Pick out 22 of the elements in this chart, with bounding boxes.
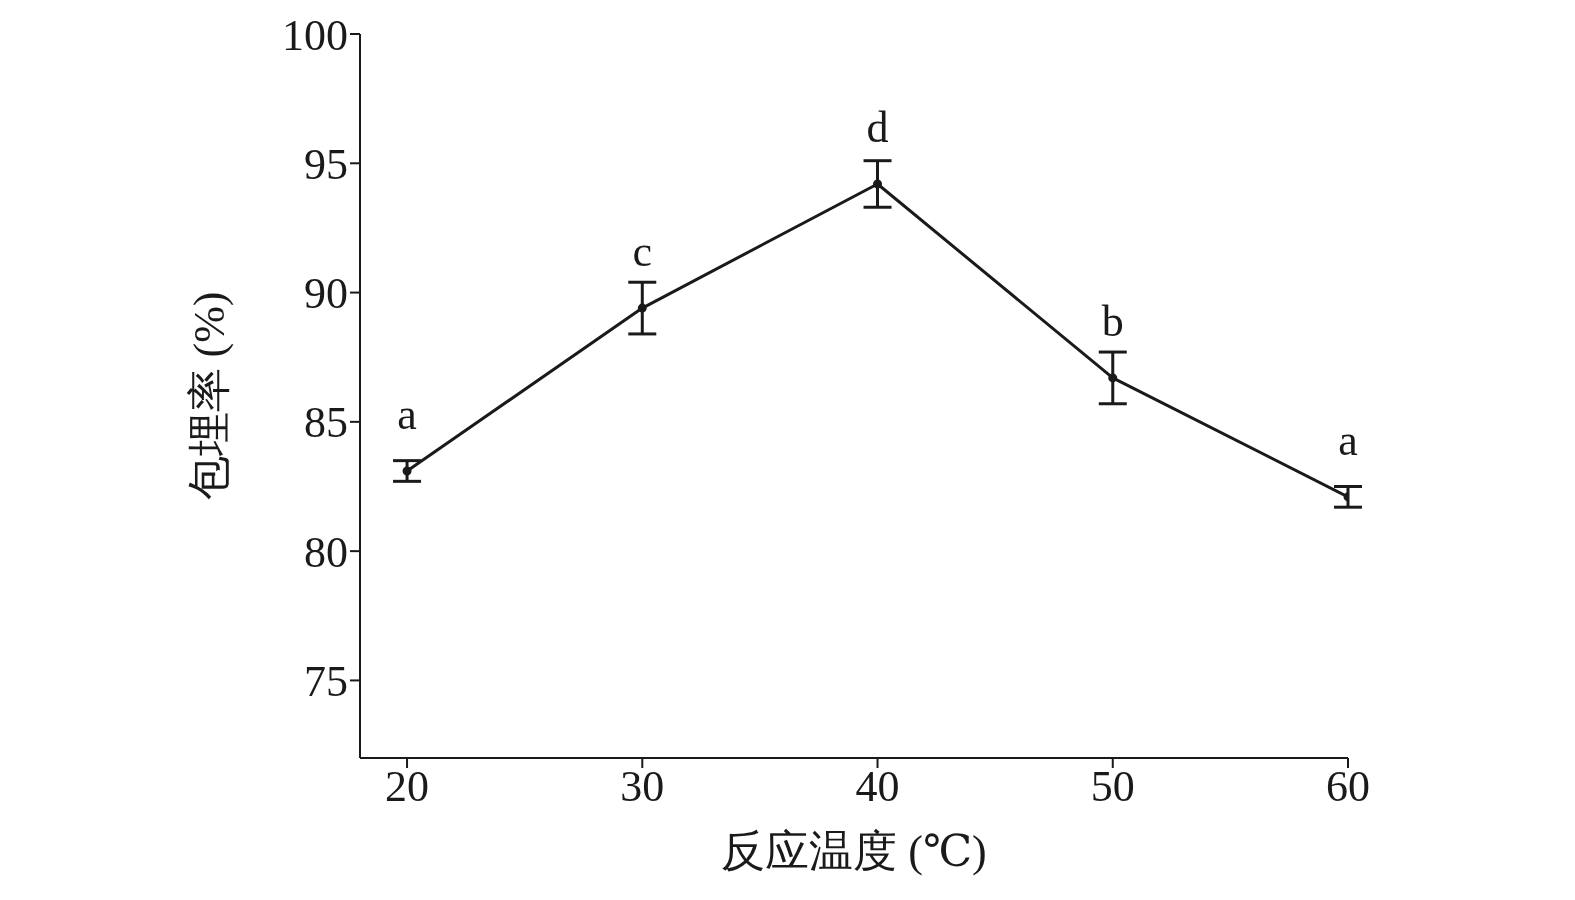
point (402, 466, 412, 476)
y-tick-label: 95 (304, 139, 348, 189)
annotation: b (1101, 296, 1124, 346)
y-tick-label: 90 (304, 269, 348, 319)
annotation: d (866, 102, 889, 152)
y-tick-label: 80 (304, 527, 348, 577)
point (1108, 373, 1118, 383)
x-tick-label: 20 (385, 762, 430, 812)
y-tick-label: 85 (304, 398, 348, 448)
y-axis-title: 包埋率 (%) (184, 291, 234, 501)
x-tick-label: 60 (1326, 762, 1370, 812)
y-tick-label: 75 (304, 657, 348, 707)
x-axis-title: 反应温度 (℃) (721, 827, 987, 876)
x-tick-label: 40 (855, 762, 900, 812)
x-tick-label: 50 (1090, 762, 1135, 812)
point (873, 179, 883, 189)
y-tick-label: 100 (282, 10, 348, 60)
annotation: a (1338, 415, 1358, 465)
point (637, 303, 647, 313)
annotation: a (397, 389, 417, 439)
x-tick-label: 30 (620, 762, 665, 812)
annotation: c (632, 227, 653, 277)
